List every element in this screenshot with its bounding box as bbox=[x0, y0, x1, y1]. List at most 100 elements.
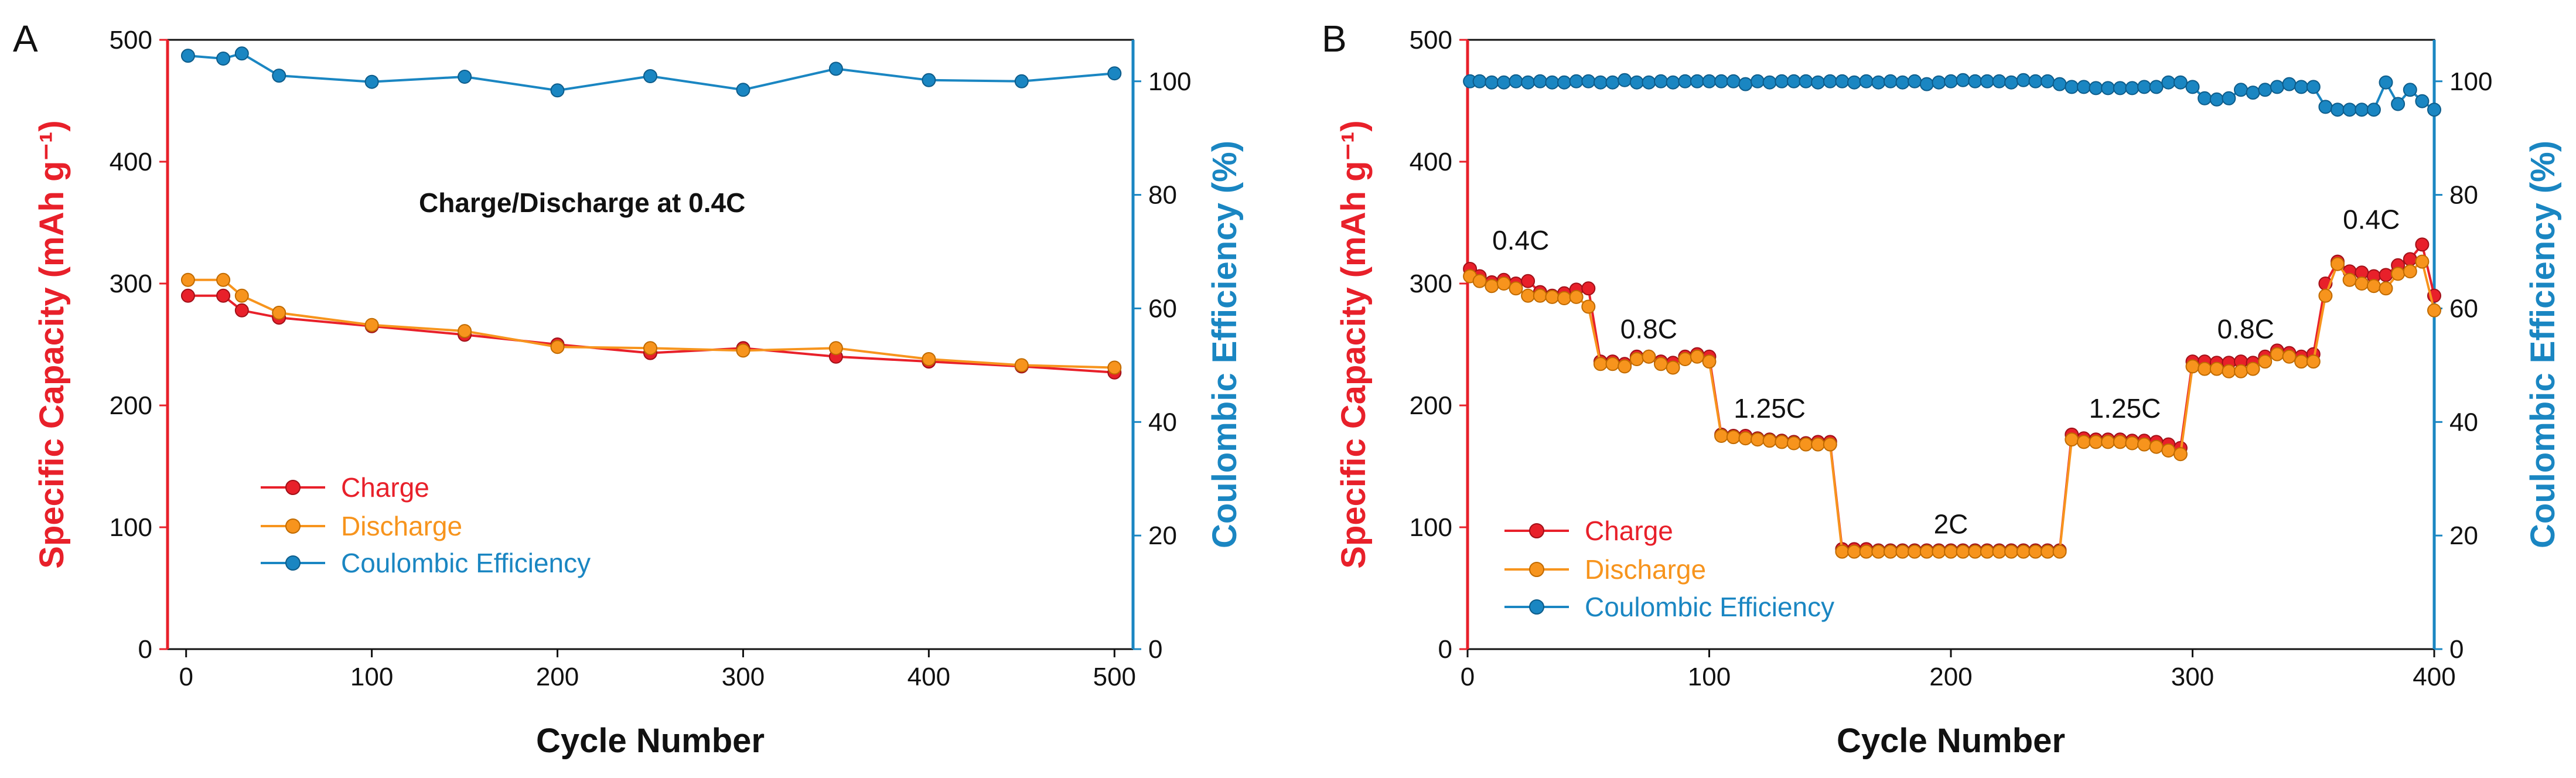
coulombic-efficiency-point bbox=[2222, 91, 2236, 105]
coulombic-efficiency-point bbox=[2427, 103, 2441, 117]
coulombic-efficiency-point bbox=[2076, 80, 2091, 94]
coulombic-efficiency-point bbox=[2318, 100, 2333, 114]
discharge-point bbox=[1968, 544, 1983, 559]
coulombic-efficiency-point bbox=[2004, 75, 2019, 90]
panel-b-series bbox=[1463, 73, 2441, 559]
coulombic-efficiency-point bbox=[1871, 75, 1886, 90]
coulombic-efficiency-point bbox=[1485, 75, 1499, 90]
coulombic-efficiency-point bbox=[1629, 75, 1644, 90]
discharge-point bbox=[2415, 254, 2430, 269]
discharge-point bbox=[1702, 354, 1717, 369]
panel-b-ylabel-left: Specific Capacity (mAh g⁻¹) bbox=[1335, 120, 1373, 568]
discharge-point bbox=[1908, 544, 1922, 559]
discharge-point bbox=[828, 341, 843, 356]
coulombic-efficiency-point bbox=[1762, 75, 1777, 90]
discharge-point bbox=[1629, 352, 1644, 366]
discharge-point bbox=[1799, 437, 1813, 452]
discharge-point bbox=[1775, 435, 1789, 449]
coulombic-efficiency-point bbox=[1895, 75, 1910, 90]
panel-a-legend: Charge Discharge Coulombic Efficiency bbox=[261, 472, 591, 578]
coulombic-efficiency-point bbox=[1618, 73, 1632, 87]
charge-line bbox=[187, 294, 1115, 374]
coulombic-efficiency-point bbox=[2089, 81, 2103, 95]
coulombic-efficiency-point bbox=[1992, 74, 2007, 88]
coulombic-efficiency-point bbox=[1786, 74, 1801, 88]
discharge-point bbox=[2331, 257, 2345, 271]
coulombic-efficiency-point bbox=[2391, 97, 2406, 111]
legend-b-discharge-label: Discharge bbox=[1585, 554, 1706, 585]
discharge-point bbox=[1980, 544, 1994, 559]
coulombic-efficiency-point bbox=[1605, 75, 1620, 90]
y-right-tick-label: 20 bbox=[1148, 521, 1177, 550]
y-left-tick-label: 300 bbox=[110, 269, 152, 298]
discharge-point bbox=[1751, 432, 1765, 447]
y-right-tick-label: 60 bbox=[1148, 294, 1177, 323]
y-left-tick-label: 500 bbox=[110, 26, 152, 54]
discharge-point bbox=[1593, 357, 1608, 371]
coulombic-efficiency-point bbox=[2306, 80, 2321, 94]
y-right-tick-label: 100 bbox=[1148, 67, 1191, 96]
panel-b-ylabel-right: Coulombic Efficiency (%) bbox=[2524, 141, 2562, 548]
discharge-point bbox=[2185, 359, 2200, 374]
coulombic-efficiency-point bbox=[2258, 83, 2273, 97]
legend-b-charge: Charge bbox=[1504, 516, 1673, 546]
coulombic-efficiency-point bbox=[1775, 74, 1789, 88]
legend-charge: Charge bbox=[261, 472, 429, 503]
discharge-point bbox=[2403, 264, 2417, 279]
discharge-point bbox=[2318, 288, 2333, 303]
discharge-point bbox=[2355, 277, 2369, 291]
legend-ce-label: Coulombic Efficiency bbox=[341, 548, 591, 578]
discharge-point bbox=[2125, 436, 2140, 451]
rate-label: 0.4C bbox=[1492, 225, 1549, 255]
discharge-point bbox=[1533, 288, 1547, 303]
coulombic-efficiency-point bbox=[1642, 75, 1656, 90]
y-right-tick-label: 80 bbox=[1148, 181, 1177, 210]
coulombic-efficiency-point bbox=[2198, 91, 2212, 105]
coulombic-efficiency-point bbox=[1678, 74, 1693, 88]
rate-label: 1.25C bbox=[2089, 393, 2161, 424]
charge-point bbox=[180, 288, 195, 303]
discharge-point bbox=[1944, 544, 1958, 559]
legend-b-ce: Coulombic Efficiency bbox=[1504, 592, 1834, 622]
discharge-point bbox=[2209, 361, 2224, 376]
discharge-point bbox=[1509, 281, 1523, 296]
coulombic-efficiency-point bbox=[1932, 75, 1946, 90]
y-left-tick-label: 100 bbox=[1410, 513, 1452, 542]
y-right-tick-label: 60 bbox=[2449, 294, 2478, 323]
coulombic-efficiency-point bbox=[364, 74, 379, 89]
coulombic-efficiency-point bbox=[1581, 74, 1596, 88]
panel-a-chart: A 0 100 200 300 400 500 0 100 200 300 400 500 0 20 40 6… bbox=[13, 18, 1244, 760]
discharge-point bbox=[2270, 347, 2284, 361]
discharge-line bbox=[1469, 260, 2435, 553]
discharge-point bbox=[1557, 291, 1571, 305]
discharge-point bbox=[2161, 443, 2176, 458]
coulombic-efficiency-point bbox=[643, 69, 657, 83]
coulombic-efficiency-point bbox=[1472, 74, 1487, 88]
discharge-point bbox=[1738, 431, 1753, 446]
coulombic-efficiency-point bbox=[1823, 74, 1837, 88]
y-left-tick-label: 500 bbox=[1410, 26, 1452, 54]
legend-b-charge-label: Charge bbox=[1585, 516, 1673, 546]
x-tick-label: 200 bbox=[536, 663, 579, 691]
coulombic-efficiency-point bbox=[1654, 74, 1668, 88]
discharge-point bbox=[1992, 544, 2007, 559]
coulombic-efficiency-point bbox=[458, 70, 472, 84]
rate-label: 2C bbox=[1934, 509, 1968, 539]
discharge-point bbox=[1714, 429, 1729, 443]
panel-a-xlabel: Cycle Number bbox=[536, 722, 765, 760]
discharge-point bbox=[1642, 349, 1656, 364]
y-left-tick-label: 100 bbox=[110, 513, 152, 542]
legend-discharge: Discharge bbox=[261, 511, 462, 541]
y-right-tick-label: 40 bbox=[1148, 408, 1177, 436]
panel-a-ylabel-right: Coulombic Efficiency (%) bbox=[1206, 141, 1244, 548]
discharge-point bbox=[1726, 430, 1741, 445]
coulombic-efficiency-point bbox=[2342, 103, 2357, 117]
discharge-point bbox=[2366, 279, 2381, 294]
y-left-tick-label: 400 bbox=[1410, 148, 1452, 176]
discharge-point bbox=[2379, 281, 2393, 296]
panel-a-ylabel-left: Specific Capacity (mAh g⁻¹) bbox=[33, 120, 71, 568]
discharge-point bbox=[550, 340, 565, 354]
coulombic-efficiency-point bbox=[2415, 94, 2430, 108]
panel-b-xlabel: Cycle Number bbox=[1837, 722, 2065, 760]
charge-point bbox=[2415, 237, 2430, 252]
